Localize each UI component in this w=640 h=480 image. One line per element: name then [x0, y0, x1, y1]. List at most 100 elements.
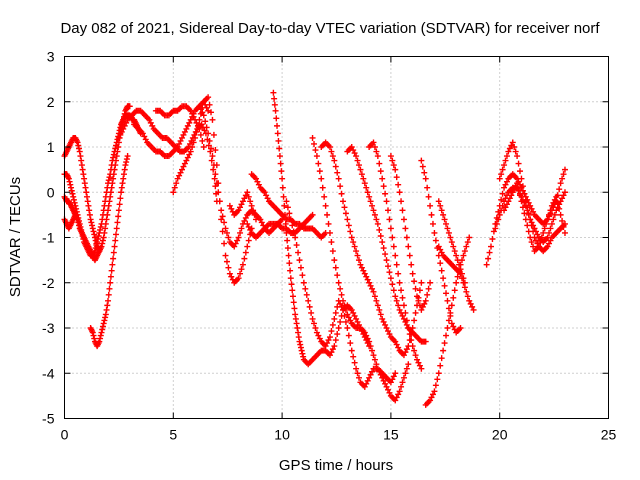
data-point [318, 175, 325, 182]
ticks-layer: 0 5 10 15 20 25 -5 -4 -3 -2 -1 0 1 2 3 [42, 49, 616, 443]
data-point [261, 189, 268, 196]
data-point [98, 220, 105, 227]
data-point [438, 207, 445, 214]
data-point [242, 249, 249, 256]
data-point [384, 207, 391, 214]
data-point [121, 166, 128, 173]
data-point [393, 261, 400, 268]
data-point [189, 144, 196, 150]
data-point [344, 325, 351, 331]
data-point [316, 335, 323, 342]
data-point [341, 204, 348, 211]
data-point [324, 340, 331, 347]
data-point [328, 349, 335, 356]
data-point [81, 175, 88, 182]
data-point [389, 281, 396, 288]
data-point [499, 190, 506, 197]
data-point [395, 181, 402, 188]
data-point [382, 321, 389, 328]
data-point [258, 219, 265, 226]
data-point [530, 208, 537, 215]
data-point [400, 302, 407, 309]
data-point [453, 252, 460, 259]
data-point [561, 229, 568, 236]
data-point [489, 236, 496, 243]
data-point [226, 202, 233, 209]
data-point [76, 222, 83, 229]
data-point [105, 177, 112, 184]
data-point [288, 281, 295, 288]
data-point [284, 237, 291, 244]
data-point [107, 273, 114, 280]
data-point [411, 278, 418, 285]
data-point [505, 148, 512, 155]
data-point [444, 325, 451, 331]
data-point [228, 273, 235, 280]
data-point [179, 166, 186, 173]
data-point [463, 243, 470, 250]
data-point [377, 371, 384, 378]
data-point [328, 148, 335, 155]
data-point [241, 217, 248, 224]
data-point [377, 232, 384, 239]
data-point [364, 335, 371, 342]
data-point [354, 318, 361, 325]
data-point [347, 228, 354, 235]
data-point [289, 287, 296, 294]
data-point [218, 207, 225, 214]
data-point [347, 340, 354, 347]
data-point [521, 210, 528, 217]
data-point [405, 361, 412, 368]
data-point [193, 119, 200, 126]
data-point [102, 193, 109, 200]
data-point [437, 362, 444, 369]
data-point [70, 193, 77, 200]
data-point [287, 216, 294, 223]
y-tick-label: -1 [42, 230, 55, 246]
data-point [419, 303, 426, 310]
data-point [313, 153, 320, 160]
data-point [374, 365, 381, 372]
data-point [139, 130, 146, 137]
x-tick-label: 5 [169, 427, 177, 443]
data-point [120, 171, 127, 178]
data-point [435, 243, 442, 250]
data-point [69, 190, 76, 197]
data-point [463, 288, 470, 295]
data-point [99, 216, 106, 223]
data-point [99, 240, 106, 247]
data-point [274, 130, 281, 137]
data-point [84, 198, 91, 205]
data-point [325, 337, 332, 344]
data-point [334, 169, 341, 176]
data-point [331, 315, 338, 322]
data-point [225, 264, 232, 271]
data-point [360, 267, 367, 274]
y-axis-label: SDTVAR / TECUs [7, 177, 24, 297]
data-point [228, 205, 235, 212]
data-point [415, 359, 422, 366]
data-point [518, 175, 525, 182]
data-point [454, 273, 461, 280]
data-point [448, 302, 455, 309]
data-point [299, 350, 306, 357]
data-point [403, 365, 410, 372]
data-point [90, 332, 97, 339]
data-point [403, 317, 410, 324]
data-point [374, 302, 381, 309]
data-point [371, 211, 378, 218]
data-point [429, 391, 436, 398]
data-point [373, 361, 380, 368]
data-point [67, 181, 74, 188]
data-point [104, 302, 111, 309]
data-point [445, 305, 452, 312]
data-point [406, 331, 413, 338]
data-point [389, 234, 396, 241]
data-point [415, 297, 422, 304]
data-point [235, 275, 242, 282]
data-point [115, 213, 122, 220]
data-point [383, 325, 390, 331]
data-point [181, 160, 188, 167]
data-point [189, 110, 196, 117]
data-point [115, 134, 122, 141]
